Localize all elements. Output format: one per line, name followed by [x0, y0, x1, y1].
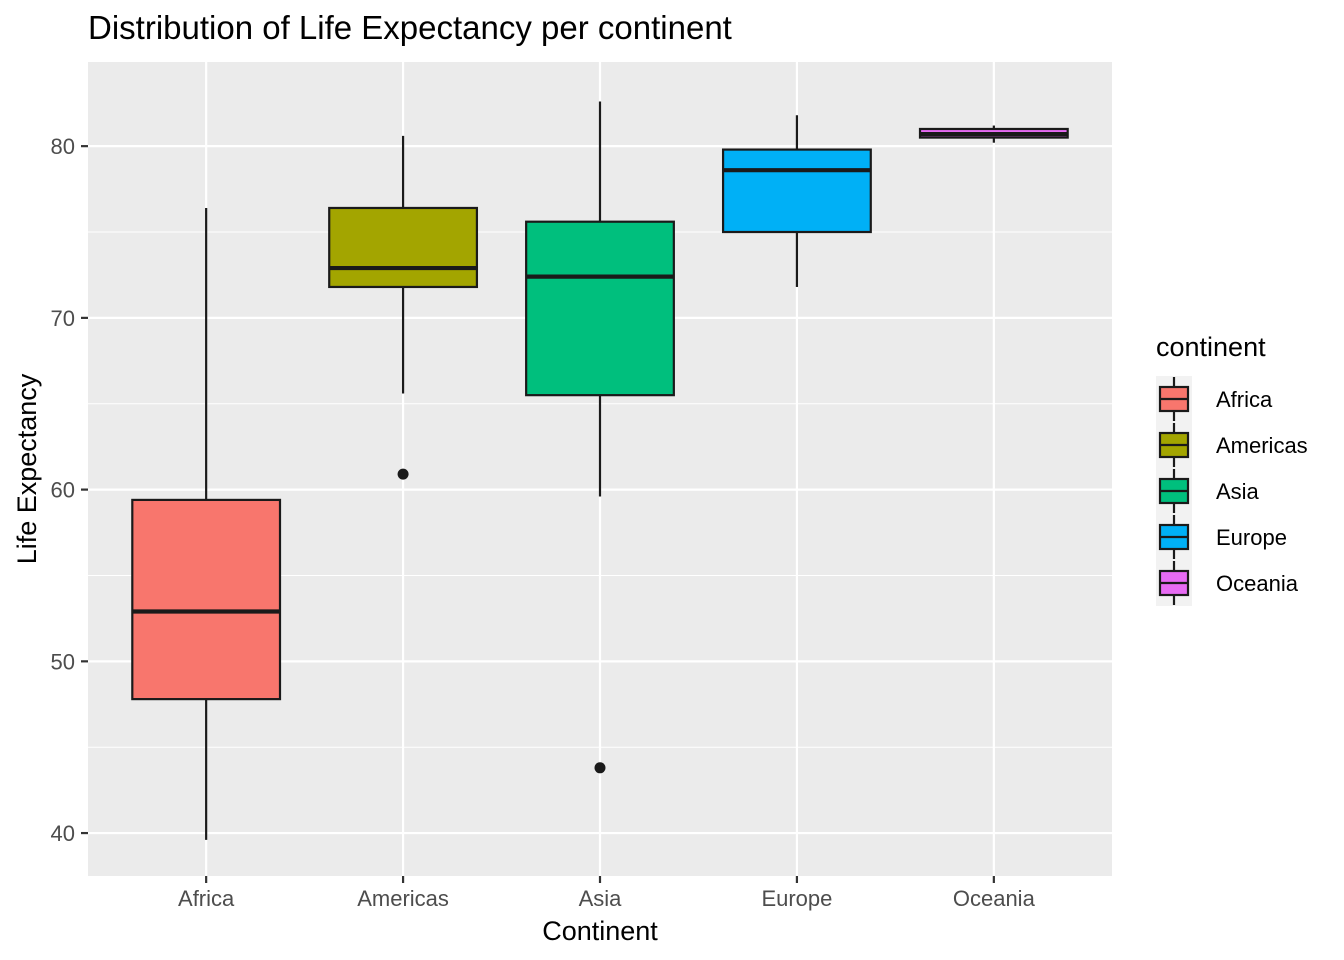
- y-axis: 40 50 60 70 80: [51, 134, 88, 846]
- x-tick-label: Asia: [579, 886, 623, 911]
- box-oceania: [918, 125, 1069, 143]
- legend-label: Asia: [1216, 479, 1260, 504]
- outlier-point: [594, 762, 606, 774]
- box-series: [131, 101, 1069, 840]
- y-tick-label: 50: [51, 649, 75, 674]
- box-iqr: [525, 220, 675, 397]
- y-tick-label: 60: [51, 478, 75, 503]
- x-tick-label: Americas: [357, 886, 449, 911]
- x-axis: Africa Americas Asia Europe Oceania: [178, 876, 1036, 911]
- x-axis-title: Continent: [542, 916, 658, 946]
- box-americas: [328, 135, 479, 480]
- chart-title: Distribution of Life Expectancy per cont…: [88, 9, 732, 46]
- box-africa: [131, 207, 282, 840]
- legend: continent Africa Americas Asia Europe Oceani…: [1156, 332, 1308, 606]
- legend-label: Africa: [1216, 387, 1273, 412]
- box-iqr: [131, 498, 282, 701]
- y-axis-title: Life Expectancy: [12, 373, 42, 564]
- box-iqr: [721, 148, 872, 234]
- legend-title: continent: [1156, 332, 1266, 362]
- x-tick-label: Oceania: [953, 886, 1036, 911]
- legend-item-americas: Americas: [1156, 422, 1308, 468]
- legend-label: Europe: [1216, 525, 1287, 550]
- x-tick-label: Europe: [761, 886, 832, 911]
- box-asia: [525, 101, 675, 774]
- legend-label: Americas: [1216, 433, 1308, 458]
- y-tick-label: 80: [51, 134, 75, 159]
- legend-item-europe: Europe: [1156, 514, 1287, 560]
- box-iqr: [328, 206, 479, 289]
- legend-item-asia: Asia: [1156, 468, 1260, 514]
- outlier-point: [397, 468, 409, 480]
- legend-item-oceania: Oceania: [1156, 560, 1299, 606]
- x-tick-label: Africa: [178, 886, 235, 911]
- legend-label: Oceania: [1216, 571, 1299, 596]
- box-europe: [721, 115, 872, 287]
- y-tick-label: 40: [51, 821, 75, 846]
- legend-item-africa: Africa: [1156, 376, 1273, 422]
- y-tick-label: 70: [51, 306, 75, 331]
